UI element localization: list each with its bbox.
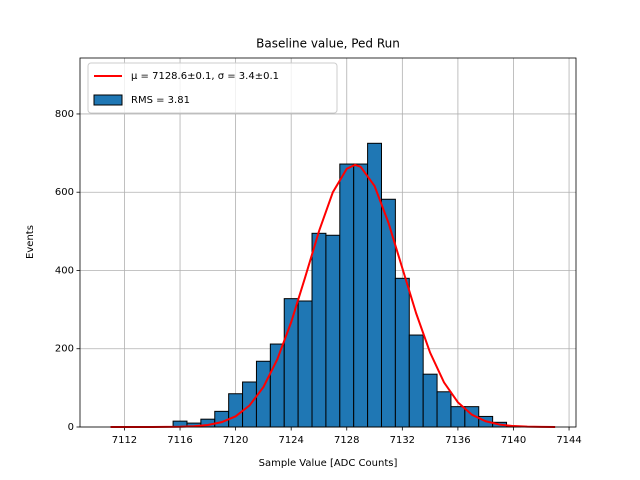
legend-box bbox=[87, 62, 338, 114]
histogram-bar bbox=[422, 373, 438, 428]
y-tick-label: 0 bbox=[68, 422, 74, 433]
histogram-bar bbox=[339, 163, 355, 428]
legend-label: RMS = 3.81 bbox=[131, 95, 190, 106]
x-axis-label: Sample Value [ADC Counts] bbox=[259, 458, 398, 469]
x-tick-label: 7124 bbox=[278, 435, 303, 446]
histogram-bar bbox=[353, 163, 369, 428]
histogram-bar bbox=[436, 391, 452, 428]
x-tick-label: 7128 bbox=[334, 435, 359, 446]
fit-line bbox=[110, 163, 556, 428]
x-tick-label: 7144 bbox=[556, 435, 581, 446]
y-tick-label: 800 bbox=[55, 109, 74, 120]
chart-title: Baseline value, Ped Run bbox=[256, 37, 400, 51]
x-tick-label: 7120 bbox=[223, 435, 248, 446]
histogram-bar bbox=[311, 232, 327, 428]
histogram-bar bbox=[394, 277, 410, 428]
y-tick-label: 200 bbox=[55, 344, 74, 355]
x-tick-label: 7136 bbox=[445, 435, 470, 446]
histogram-bar bbox=[283, 298, 299, 428]
histogram-bar bbox=[228, 393, 244, 428]
legend-patch bbox=[93, 94, 123, 106]
y-axis-label: Events bbox=[25, 225, 36, 259]
x-tick-label: 7116 bbox=[167, 435, 192, 446]
histogram-bar bbox=[325, 234, 341, 428]
legend-label: μ = 7128.6±0.1, σ = 3.4±0.1 bbox=[131, 71, 279, 82]
histogram-bar bbox=[450, 406, 466, 428]
x-tick-label: 7112 bbox=[112, 435, 137, 446]
axes-frame bbox=[79, 57, 577, 428]
histogram-bar bbox=[380, 198, 396, 428]
histogram-bar bbox=[408, 334, 424, 428]
histogram-bar bbox=[297, 300, 313, 428]
x-tick-label: 7140 bbox=[501, 435, 526, 446]
y-tick-label: 400 bbox=[55, 265, 74, 276]
y-tick-label: 600 bbox=[55, 187, 74, 198]
x-tick-label: 7132 bbox=[390, 435, 415, 446]
